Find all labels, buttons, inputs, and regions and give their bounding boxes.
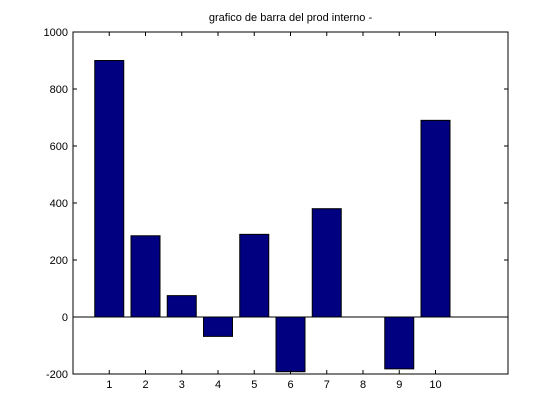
x-tick-label: 6 <box>287 379 293 391</box>
bar-6 <box>275 316 306 373</box>
bars-layer <box>94 60 451 373</box>
y-tick-label: 200 <box>50 255 68 267</box>
x-tick-label: 9 <box>396 379 402 391</box>
ticks-layer: -200 0 200 400 600 800 1000 1 2 3 4 5 6 7 8 9 10 <box>44 27 508 391</box>
y-tick-label: -200 <box>46 369 68 381</box>
chart-title: grafico de barra del prod interno - <box>209 12 373 24</box>
x-tick-label: 8 <box>360 379 366 391</box>
bar-1 <box>94 60 125 318</box>
x-tick-label: 3 <box>179 379 185 391</box>
y-tick-label: 0 <box>62 312 68 324</box>
bar-5 <box>239 233 270 318</box>
x-tick-label: 2 <box>142 379 148 391</box>
bar-4 <box>203 316 233 337</box>
x-tick-label: 4 <box>215 379 221 391</box>
y-tick-label: 1000 <box>44 27 68 39</box>
x-tick-label: 5 <box>251 379 257 391</box>
bar-3 <box>166 295 197 318</box>
y-tick-label: 600 <box>50 141 68 153</box>
bar-10 <box>420 119 451 318</box>
bar-9 <box>384 316 415 370</box>
bar-2 <box>130 235 161 318</box>
x-tick-label: 7 <box>324 379 330 391</box>
x-tick-label: 10 <box>429 379 441 391</box>
y-tick-label: 800 <box>50 84 68 96</box>
x-tick-label: 1 <box>106 379 112 391</box>
y-tick-label: 400 <box>50 198 68 210</box>
bar-7 <box>311 208 342 318</box>
